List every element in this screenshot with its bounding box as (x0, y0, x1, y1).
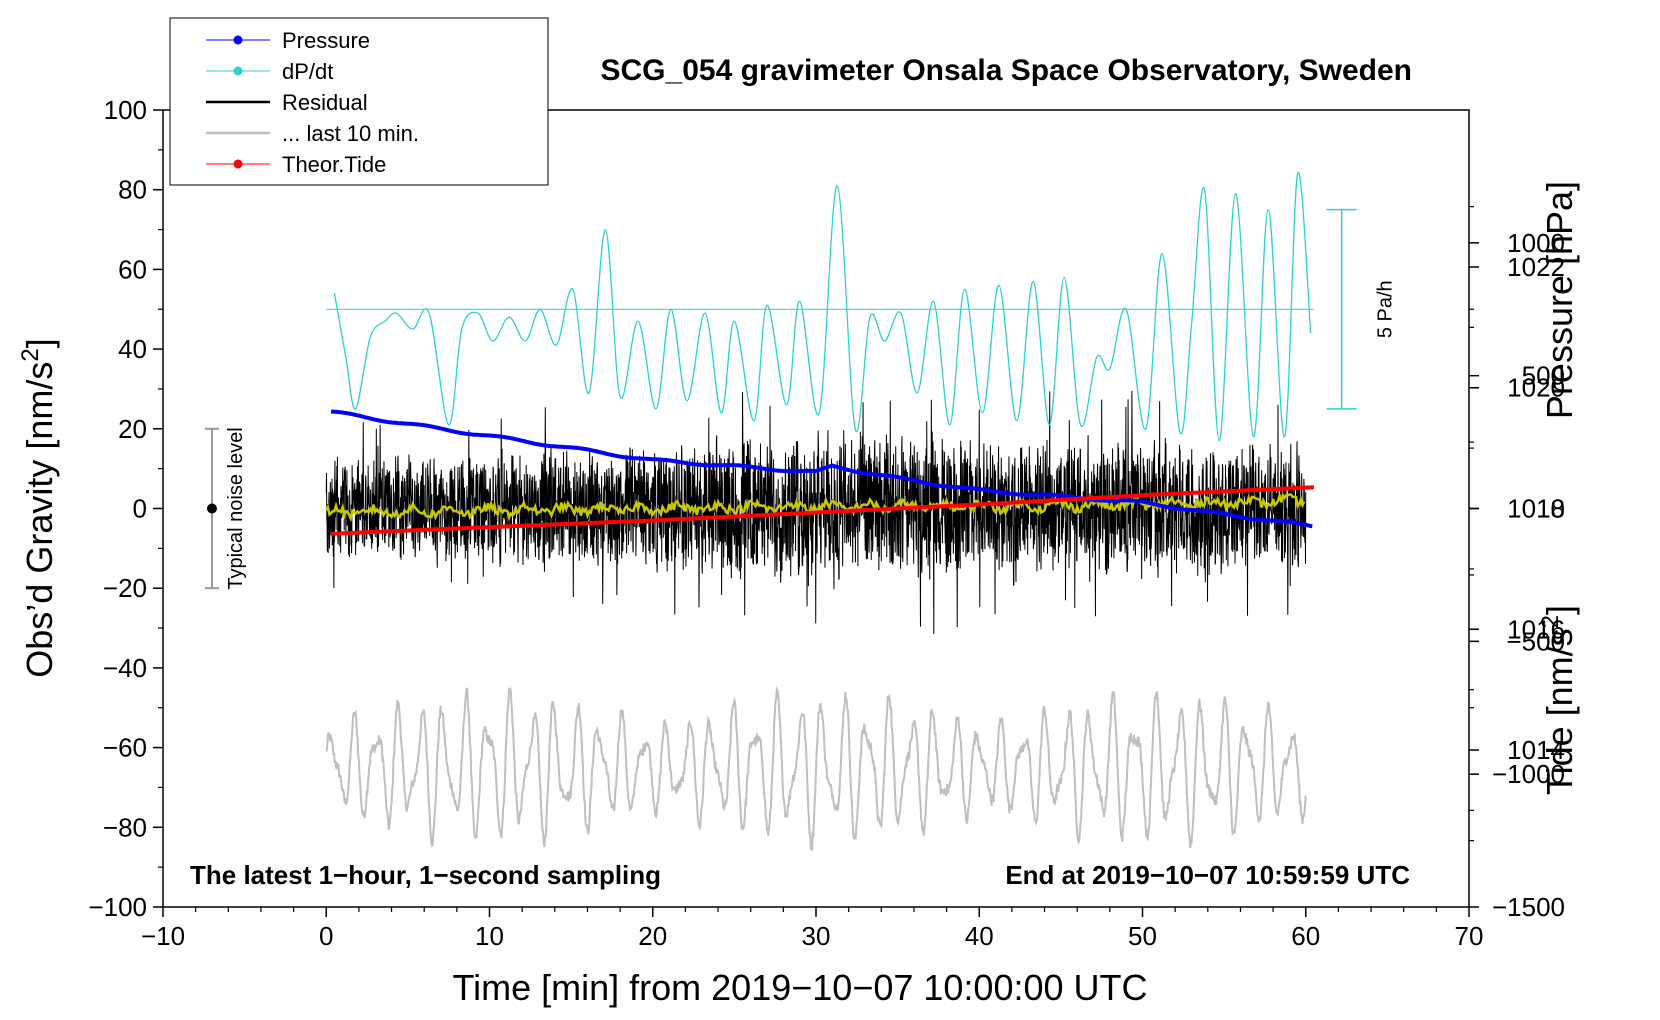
y-tick-label: −80 (103, 812, 147, 842)
legend-label: dP/dt (282, 59, 333, 84)
y-tick-label: −60 (103, 733, 147, 763)
dpdt-line (333, 171, 1312, 442)
x-tick-label: 10 (475, 921, 504, 951)
pressure-tick-label: 1018 (1507, 494, 1565, 524)
y-axis-pressure-title: Pressure [hPa] (1539, 181, 1580, 419)
pressure-tick-label: 1014 (1507, 735, 1565, 765)
dpdt-scale-label: 5 Pa/h (1375, 280, 1397, 338)
last-10-min-line (325, 686, 1307, 852)
tide-tick-label: 500 (1522, 361, 1565, 391)
last-10-min-series (325, 686, 1307, 852)
y-tick-label: 100 (104, 95, 147, 125)
x-tick-label: −10 (141, 921, 185, 951)
tide-line (331, 485, 1314, 536)
legend: Pressure dP/dt Residual ... last 10 min. The… (169, 17, 549, 186)
legend-label: Pressure (282, 28, 370, 53)
noise-bar-dot (206, 503, 217, 514)
end-time-note: End at 2019−10−07 10:59:59 UTC (1005, 860, 1410, 890)
theoretical-tide-series (331, 485, 1314, 536)
x-tick-label: 40 (965, 921, 994, 951)
y-tick-label: 80 (118, 175, 147, 205)
noise-level-label: Typical noise level (225, 427, 247, 589)
tide-tick-label: 1000 (1507, 228, 1565, 258)
legend-label: Residual (282, 90, 368, 115)
tide-tick-label: −500 (1506, 626, 1565, 656)
x-tick-label: 0 (319, 921, 333, 951)
y-axis-pressure: 1014 1016 1018 1020 1022 (1469, 206, 1565, 811)
y-tick-label: 20 (118, 414, 147, 444)
y-tick-label: 60 (118, 254, 147, 284)
x-tick-label: 50 (1128, 921, 1157, 951)
x-tick-label: 30 (802, 921, 831, 951)
legend-label: Theor.Tide (282, 152, 386, 177)
y-tick-label: −20 (103, 573, 147, 603)
x-axis: −10 0 10 20 30 40 50 60 70 (141, 907, 1484, 951)
pressure-series (330, 409, 1313, 529)
noise-level-bar (204, 427, 219, 590)
y-axis-tide: −1500 −1000 −500 0 500 1000 (1469, 228, 1565, 922)
pressure-tick-label: 1020 (1507, 373, 1565, 403)
y-tick-label: −100 (88, 892, 147, 922)
x-tick-label: 20 (638, 921, 667, 951)
legend-marker (233, 159, 243, 169)
y-axis-gravity: −100 −80 −60 −40 −20 0 20 40 60 80 100 (88, 95, 163, 922)
pressure-line (330, 409, 1313, 529)
tide-tick-label: 0 (1551, 494, 1565, 524)
legend-marker (233, 35, 243, 45)
pressure-tick-label: 1016 (1507, 614, 1565, 644)
y-axis-gravity-title: Obs’d Gravity [nm/s2] (17, 338, 60, 677)
dpdt-series (326, 171, 1314, 442)
y-tick-label: 0 (133, 494, 147, 524)
x-tick-label: 70 (1455, 921, 1484, 951)
tide-tick-label: −1000 (1492, 759, 1565, 789)
y-tick-label: 40 (118, 334, 147, 364)
chart-title: SCG_054 gravimeter Onsala Space Observat… (601, 54, 1413, 87)
dpdt-scale-bar (1326, 208, 1357, 410)
legend-label: ... last 10 min. (282, 121, 419, 146)
pressure-tick-label: 1022 (1507, 252, 1565, 282)
y-tick-label: −40 (103, 653, 147, 683)
legend-marker (233, 66, 243, 76)
x-tick-label: 60 (1291, 921, 1320, 951)
tide-tick-label: −1500 (1492, 892, 1565, 922)
y-axis-tide-title: Tide [nm/s2] (1537, 605, 1580, 795)
x-axis-title: Time [min] from 2019−10−07 10:00:00 UTC (452, 967, 1147, 1008)
sampling-note: The latest 1−hour, 1−second sampling (190, 860, 661, 890)
